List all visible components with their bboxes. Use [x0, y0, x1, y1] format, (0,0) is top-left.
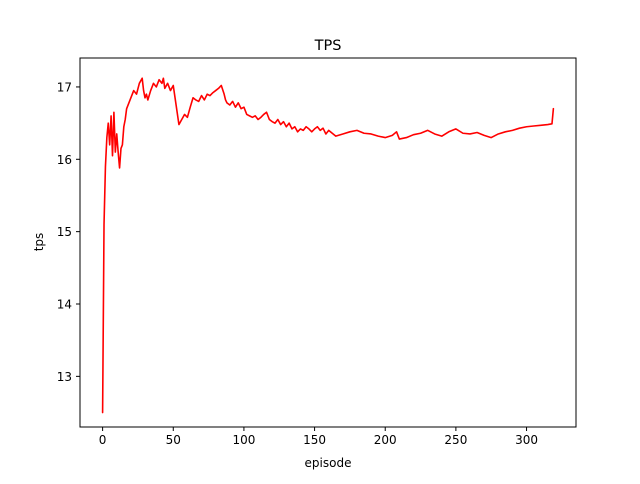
plot-area-frame — [79, 57, 577, 428]
y-tick-label: 15 — [57, 225, 72, 239]
y-axis-label: tps — [32, 233, 46, 252]
x-tick-label: 200 — [374, 433, 397, 447]
x-tick-label: 50 — [166, 433, 181, 447]
x-tick-label: 300 — [515, 433, 538, 447]
x-tick-label: 150 — [303, 433, 326, 447]
y-tick-label: 16 — [57, 153, 72, 167]
y-tick-label: 13 — [57, 370, 72, 384]
y-tick-label: 14 — [57, 298, 72, 312]
x-tick-label: 100 — [232, 433, 255, 447]
x-axis-label: episode — [305, 456, 352, 470]
x-tick-label: 250 — [444, 433, 467, 447]
y-axis-ticks: 13 14 15 16 17 — [57, 80, 80, 384]
series-layer — [101, 77, 555, 414]
x-axis-ticks: 0 50 100 150 200 250 300 — [99, 427, 538, 447]
y-tick-label: 17 — [57, 80, 72, 94]
chart-title: TPS — [314, 38, 342, 54]
series-line — [101, 77, 555, 414]
x-tick-label: 0 — [99, 433, 107, 447]
